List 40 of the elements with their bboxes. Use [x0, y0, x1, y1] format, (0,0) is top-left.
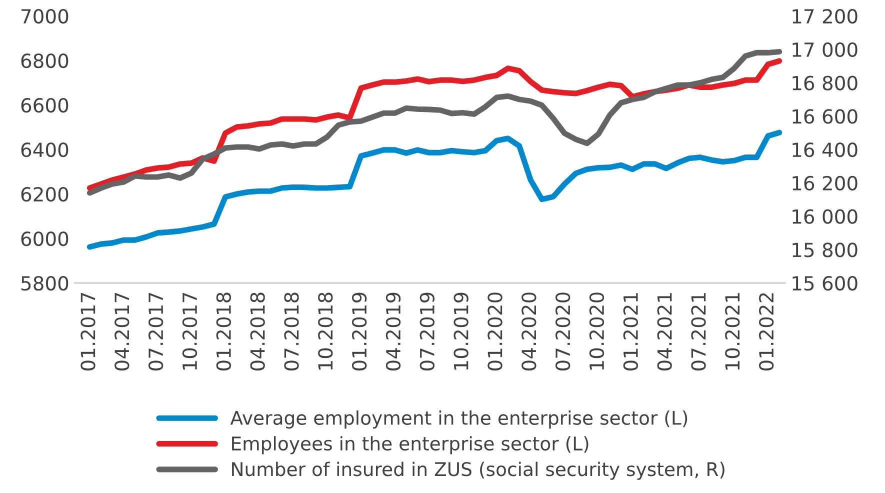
x-tick-label: 07.2018 [284, 292, 299, 370]
x-tick-label: 04.2020 [522, 292, 536, 370]
y2-tick-label: 16 600 [792, 109, 858, 124]
x-tick-label: 01.2022 [758, 293, 774, 370]
y-tick-label: 6400 [21, 142, 68, 158]
y2-tick-label: 16 200 [792, 176, 858, 191]
x-tick-label: 04.2019 [386, 292, 401, 370]
x-tick-label: 01.2018 [216, 292, 232, 370]
x-tick-label: 10.2017 [182, 292, 198, 370]
x-tick-label: 04.2018 [250, 292, 265, 370]
y2-tick-label: 17 200 [792, 8, 858, 24]
y-tick-label: 6800 [21, 53, 68, 68]
y2-tick-label: 16 000 [792, 209, 858, 224]
y2-tick-label: 16 800 [792, 76, 858, 90]
x-tick-label: 04.2017 [114, 292, 130, 370]
legend-label: Employees in the enterprise sector (L) [232, 436, 588, 454]
y-tick-label: 6000 [21, 231, 68, 246]
x-tick-label: 07.2019 [420, 292, 435, 370]
x-tick-label: 10.2020 [589, 292, 604, 370]
legend-label: Average employment in the enterprise sector (L) [230, 410, 688, 429]
y2-tick-label: 17 000 [792, 42, 858, 58]
x-tick-label: 10.2018 [318, 292, 333, 370]
x-tick-label: 01.2019 [352, 292, 367, 370]
x-tick-label: 07.2021 [691, 293, 706, 370]
y-tick-label: 6200 [21, 186, 68, 202]
y-tick-label: 7000 [22, 8, 68, 24]
x-tick-label: 10.2021 [725, 293, 740, 370]
x-tick-label: 07.2017 [148, 292, 164, 370]
y-tick-label: 5800 [21, 276, 68, 291]
x-tick-label: 01.2021 [623, 293, 638, 370]
x-tick-label: 04.2021 [657, 293, 672, 370]
x-tick-label: 07.2020 [555, 292, 570, 370]
y2-tick-label: 15 800 [792, 242, 858, 258]
x-tick-label: 01.2017 [80, 292, 96, 370]
legend-label: Number of insured in ZUS (social security system, R) [232, 462, 724, 480]
y-tick-label: 6600 [21, 98, 68, 113]
x-tick-label: 01.2020 [488, 292, 502, 370]
y2-tick-label: 15 600 [792, 276, 858, 291]
y2-tick-label: 16 400 [792, 142, 858, 158]
x-tick-label: 10.2019 [454, 292, 468, 370]
